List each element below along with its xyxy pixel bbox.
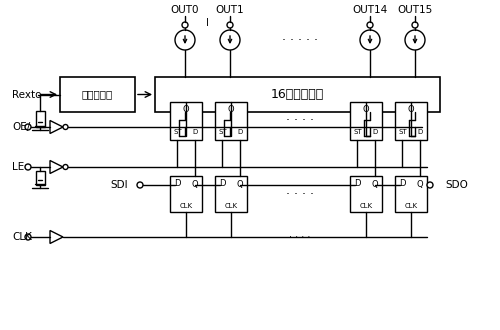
- Text: ST: ST: [174, 129, 182, 135]
- Text: ST: ST: [398, 129, 407, 135]
- Text: Q: Q: [416, 180, 424, 188]
- Text: OUT14: OUT14: [352, 5, 388, 15]
- Text: OUT1: OUT1: [216, 5, 244, 15]
- Text: Q: Q: [372, 180, 378, 188]
- Text: I: I: [206, 18, 208, 28]
- Circle shape: [412, 22, 418, 28]
- Text: 16位输出驱动: 16位输出驱动: [271, 88, 324, 101]
- Bar: [215, 176, 247, 212]
- Bar: [215, 102, 247, 140]
- Bar: [155, 77, 440, 112]
- Circle shape: [25, 164, 31, 170]
- Text: D: D: [219, 180, 225, 188]
- Text: CLK: CLK: [224, 203, 237, 209]
- Polygon shape: [50, 160, 63, 174]
- Text: 电流调整器: 电流调整器: [82, 89, 113, 100]
- Text: D: D: [399, 180, 405, 188]
- Bar: [395, 176, 427, 212]
- Text: CLK: CLK: [12, 232, 32, 242]
- Text: CLK: CLK: [180, 203, 192, 209]
- Circle shape: [63, 164, 68, 170]
- Text: ST: ST: [354, 129, 362, 135]
- Text: · · · ·: · · · ·: [286, 115, 314, 127]
- Circle shape: [360, 30, 380, 50]
- Bar: [36, 111, 44, 126]
- Text: SDO: SDO: [445, 180, 468, 190]
- Bar: [395, 102, 427, 140]
- Text: · · · ·: · · · ·: [286, 187, 314, 201]
- Text: ST: ST: [218, 129, 228, 135]
- Text: OUT0: OUT0: [171, 5, 199, 15]
- Text: · · · · ·: · · · · ·: [282, 34, 318, 47]
- Text: O: O: [362, 105, 370, 114]
- Text: D: D: [372, 129, 378, 135]
- Polygon shape: [50, 120, 63, 134]
- Text: SDI: SDI: [110, 180, 128, 190]
- Text: D: D: [418, 129, 422, 135]
- Bar: [350, 176, 382, 212]
- Bar: [350, 102, 382, 140]
- Text: OE/: OE/: [12, 122, 30, 132]
- Text: O: O: [182, 105, 190, 114]
- Bar: [60, 77, 135, 112]
- Circle shape: [175, 30, 195, 50]
- Text: D: D: [354, 180, 360, 188]
- Circle shape: [220, 30, 240, 50]
- Circle shape: [367, 22, 373, 28]
- Circle shape: [405, 30, 425, 50]
- Bar: [170, 102, 202, 140]
- Text: Q: Q: [192, 180, 198, 188]
- Circle shape: [227, 22, 233, 28]
- Bar: [36, 171, 44, 185]
- Text: CLK: CLK: [360, 203, 372, 209]
- Circle shape: [182, 22, 188, 28]
- Text: · · · ·: · · · ·: [290, 232, 310, 242]
- Polygon shape: [50, 230, 63, 244]
- Text: CLK: CLK: [404, 203, 417, 209]
- Bar: [170, 176, 202, 212]
- Text: D: D: [238, 129, 242, 135]
- Text: D: D: [174, 180, 180, 188]
- Circle shape: [25, 124, 31, 130]
- Circle shape: [137, 182, 143, 188]
- Text: · · · · ·: · · · · ·: [282, 121, 318, 135]
- Text: D: D: [192, 129, 198, 135]
- Circle shape: [63, 124, 68, 129]
- Circle shape: [427, 182, 433, 188]
- Text: LE: LE: [12, 162, 24, 172]
- Text: Q: Q: [236, 180, 244, 188]
- Circle shape: [25, 234, 31, 240]
- Text: Rexto: Rexto: [12, 89, 42, 100]
- Text: O: O: [408, 105, 414, 114]
- Text: OUT15: OUT15: [398, 5, 432, 15]
- Text: O: O: [228, 105, 234, 114]
